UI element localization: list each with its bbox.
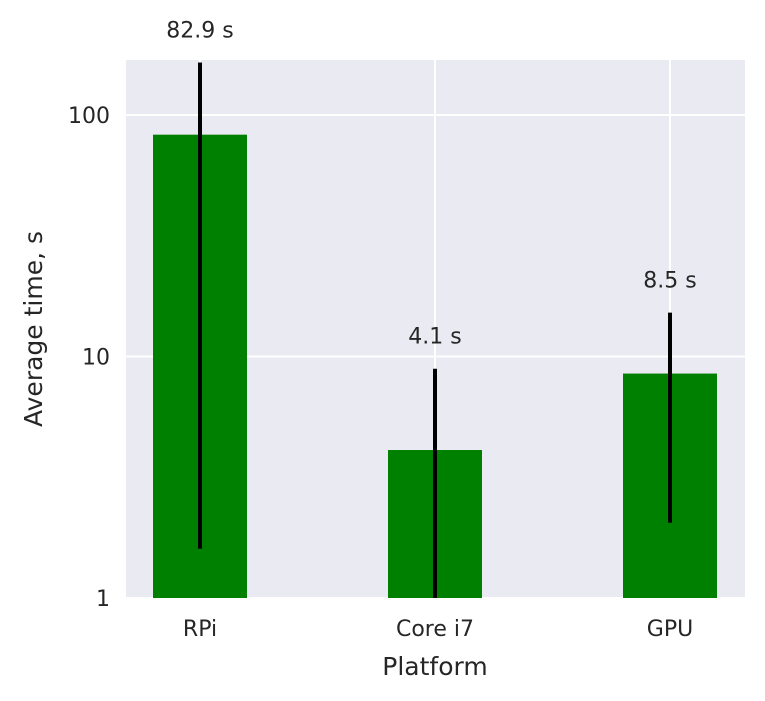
x-tick-label: GPU (647, 617, 693, 642)
x-axis-label: Platform (382, 652, 487, 681)
y-tick-labels: 1 10 100 (68, 104, 110, 612)
y-tick-label: 100 (68, 104, 110, 129)
x-tick-label: RPi (183, 617, 217, 642)
data-label: 8.5 s (643, 269, 696, 294)
y-tick-label: 1 (96, 587, 110, 612)
x-tick-labels: RPi Core i7 GPU (183, 617, 693, 642)
error-bars (198, 62, 672, 598)
data-labels: 82.9 s 4.1 s 8.5 s (166, 18, 696, 349)
x-tick-label: Core i7 (396, 617, 474, 642)
data-label: 82.9 s (166, 18, 233, 43)
y-axis-label: Average time, s (19, 231, 48, 427)
y-tick-label: 10 (82, 346, 110, 371)
data-label: 4.1 s (408, 325, 461, 350)
